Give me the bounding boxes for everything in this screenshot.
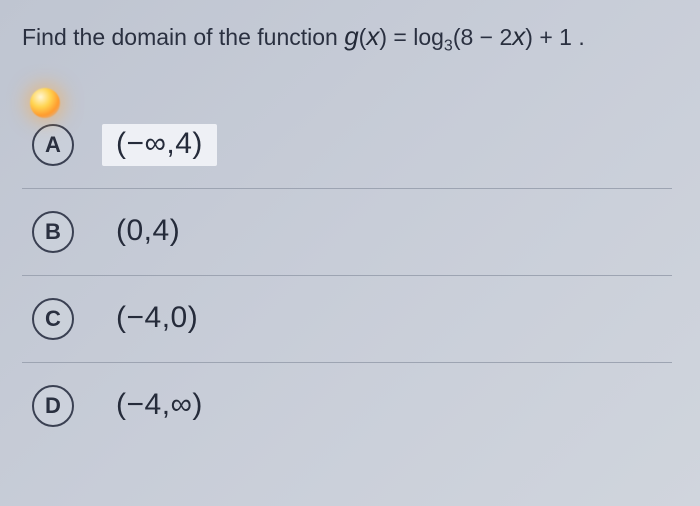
option-letter-a: A bbox=[32, 124, 74, 166]
option-text-c: (−4,0) bbox=[102, 298, 212, 340]
option-letter-c: C bbox=[32, 298, 74, 340]
options-list: A (−∞,4) B (0,4) C (−4,0) D (−4,∞) bbox=[22, 102, 672, 449]
option-text-b: (0,4) bbox=[102, 211, 194, 253]
question-math: g(x) = log3(8 − 2x) + 1 bbox=[344, 24, 572, 50]
option-letter-d: D bbox=[32, 385, 74, 427]
question-text: Find the domain of the function g(x) = l… bbox=[22, 18, 672, 58]
option-a[interactable]: A (−∞,4) bbox=[22, 102, 672, 188]
option-c[interactable]: C (−4,0) bbox=[22, 275, 672, 362]
hint-hotspot-icon[interactable] bbox=[30, 88, 60, 118]
option-letter-b: B bbox=[32, 211, 74, 253]
option-text-a: (−∞,4) bbox=[102, 124, 217, 166]
question-suffix: . bbox=[578, 24, 584, 50]
option-b[interactable]: B (0,4) bbox=[22, 188, 672, 275]
question-prefix: Find the domain of the function bbox=[22, 24, 344, 50]
option-d[interactable]: D (−4,∞) bbox=[22, 362, 672, 449]
option-text-d: (−4,∞) bbox=[102, 385, 217, 427]
